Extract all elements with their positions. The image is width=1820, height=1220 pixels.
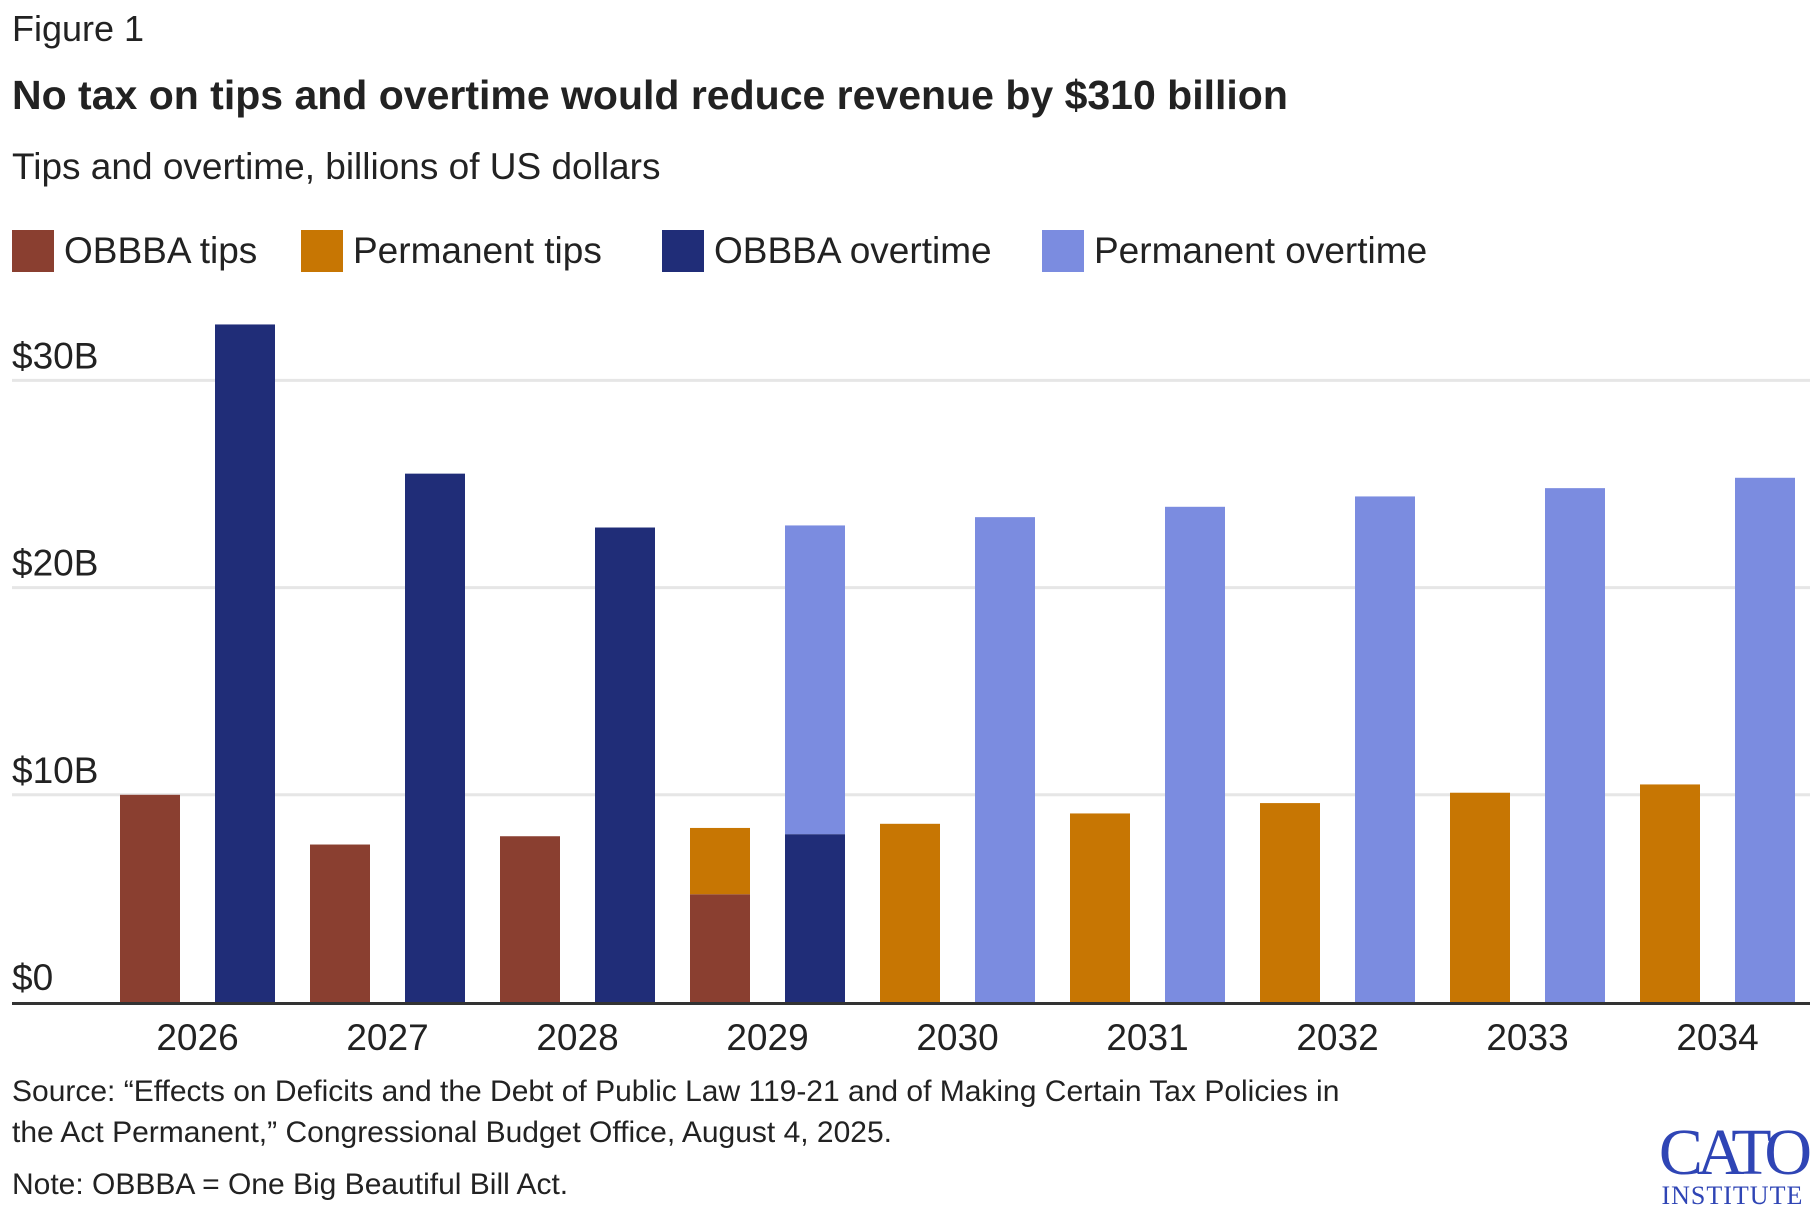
- x-tick-label: 2034: [1676, 1017, 1758, 1058]
- logo-wordmark: CATO: [1658, 1116, 1812, 1189]
- x-tick-label: 2033: [1486, 1017, 1568, 1058]
- bar-obbba-tips: [500, 836, 560, 1002]
- source-line-1: Source: “Effects on Deficits and the Deb…: [12, 1075, 1340, 1108]
- legend-swatch: [1042, 230, 1084, 272]
- bar-permanent-tips: [1070, 813, 1130, 1002]
- bar-permanent-overtime: [975, 517, 1035, 1002]
- y-tick-label: $10B: [12, 750, 98, 791]
- bar-obbba-overtime: [215, 324, 275, 1002]
- bar-permanent-tips: [1260, 803, 1320, 1002]
- bar-permanent-overtime: [1735, 477, 1795, 1002]
- figure-label: Figure 1: [12, 8, 145, 49]
- legend-label: Permanent overtime: [1094, 230, 1428, 271]
- chart-subtitle: Tips and overtime, billions of US dollar…: [12, 146, 661, 187]
- x-tick-label: 2028: [536, 1017, 618, 1058]
- legend-swatch: [301, 230, 343, 272]
- legend-label: OBBBA tips: [64, 230, 258, 271]
- legend-label: OBBBA overtime: [714, 230, 992, 271]
- x-tick-label: 2029: [726, 1017, 808, 1058]
- chart-title: No tax on tips and overtime would reduce…: [12, 72, 1288, 118]
- cato-logo: CATO INSTITUTE: [1658, 1116, 1812, 1210]
- bar-obbba-overtime: [405, 473, 465, 1002]
- source-line-2: the Act Permanent,” Congressional Budget…: [12, 1116, 892, 1149]
- legend-item-obbba-overtime: OBBBA overtime: [662, 230, 992, 272]
- logo-subtext: INSTITUTE: [1661, 1181, 1804, 1210]
- x-tick-label: 2030: [916, 1017, 998, 1058]
- x-tick-label: 2026: [156, 1017, 238, 1058]
- legend-item-permanent-overtime: Permanent overtime: [1042, 230, 1427, 272]
- y-tick-label: $0: [12, 957, 53, 998]
- bar-obbba-tips: [690, 894, 750, 1002]
- x-tick-label: 2032: [1296, 1017, 1378, 1058]
- bar-permanent-overtime: [785, 525, 845, 835]
- y-tick-label: $20B: [12, 543, 98, 584]
- bar-obbba-overtime: [595, 527, 655, 1002]
- bar-obbba-tips: [120, 794, 180, 1002]
- bar-permanent-overtime: [1165, 506, 1225, 1002]
- bar-obbba-tips: [310, 844, 370, 1002]
- x-tick-label: 2027: [346, 1017, 428, 1058]
- x-tick-label: 2031: [1106, 1017, 1188, 1058]
- note: Note: OBBBA = One Big Beautiful Bill Act…: [12, 1168, 569, 1201]
- legend-swatch: [12, 230, 54, 272]
- legend-item-permanent-tips: Permanent tips: [301, 230, 602, 272]
- legend-swatch: [662, 230, 704, 272]
- bar-permanent-overtime: [1355, 496, 1415, 1002]
- bar-permanent-tips: [690, 827, 750, 895]
- bar-permanent-tips: [1450, 792, 1510, 1002]
- bar-permanent-tips: [880, 823, 940, 1002]
- y-tick-label: $30B: [12, 335, 98, 376]
- bar-permanent-tips: [1640, 784, 1700, 1002]
- bar-obbba-overtime: [785, 834, 845, 1002]
- legend-label: Permanent tips: [353, 230, 602, 271]
- bar-permanent-overtime: [1545, 488, 1605, 1002]
- legend-item-obbba-tips: OBBBA tips: [12, 230, 257, 272]
